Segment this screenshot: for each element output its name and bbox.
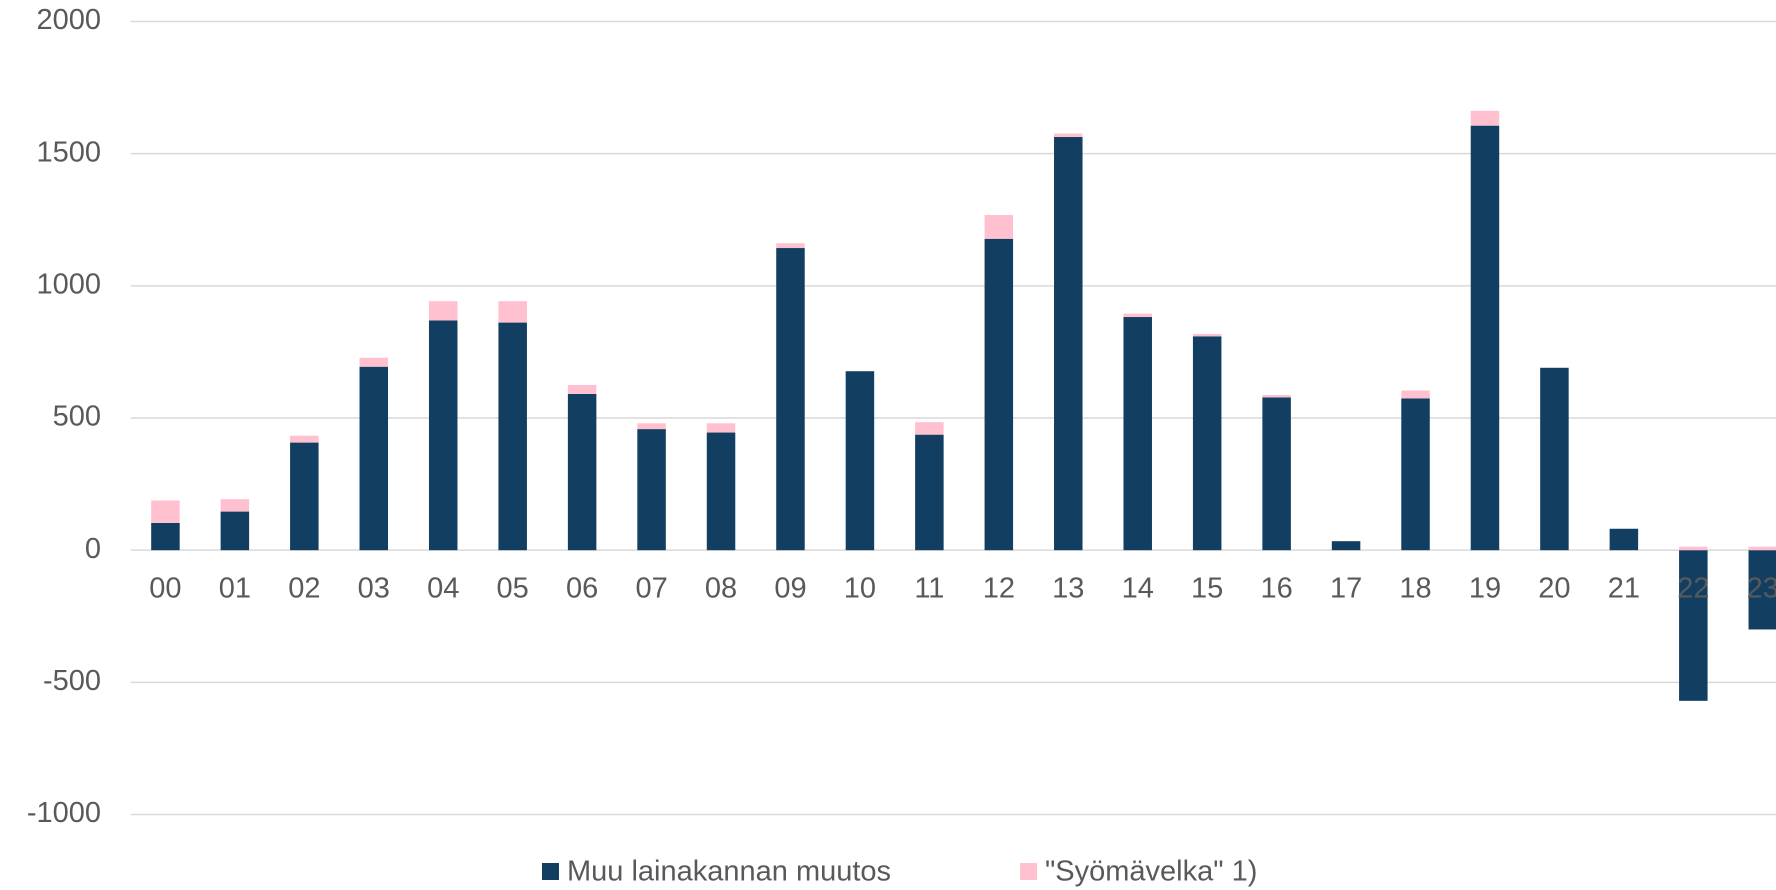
bar-segment — [984, 214, 1014, 239]
x-tick-label: 07 — [635, 573, 667, 605]
x-tick-label: 00 — [149, 573, 181, 605]
bar-segment — [1262, 395, 1291, 398]
y-tick-label: 2000 — [36, 4, 101, 36]
bar-segment — [637, 429, 666, 551]
bar-segment — [706, 423, 736, 433]
x-tick-label: 18 — [1399, 573, 1431, 605]
bar-segment — [1192, 333, 1222, 337]
bar-segment — [290, 442, 319, 551]
y-tick-label: 1500 — [36, 136, 101, 168]
bar-segment — [498, 301, 527, 323]
bar-segment — [1054, 137, 1083, 551]
y-tick-label: -1000 — [27, 797, 101, 829]
x-tick-label: 10 — [844, 573, 876, 605]
legend-swatch — [1020, 863, 1037, 880]
bar-segment — [428, 320, 458, 551]
bar-segment — [1470, 110, 1500, 126]
bar-segment — [428, 301, 458, 321]
bar-segment — [359, 366, 389, 551]
bar-segment — [220, 499, 250, 512]
y-tick-label: -500 — [43, 665, 101, 697]
x-tick-label: 22 — [1677, 573, 1709, 605]
bar-segment — [915, 434, 944, 551]
bar-segment — [567, 384, 597, 394]
x-tick-label: 02 — [288, 573, 320, 605]
bar-segment — [845, 371, 875, 551]
bar-segment — [498, 322, 527, 551]
x-tick-label: 19 — [1469, 573, 1501, 605]
x-tick-label: 09 — [774, 573, 806, 605]
x-tick-label: 11 — [914, 573, 944, 605]
bar-segment — [1540, 367, 1569, 551]
bar-segment — [1192, 336, 1222, 551]
bar-segment — [1679, 550, 1708, 701]
bar-segment — [151, 522, 180, 551]
bar-segment — [637, 423, 666, 430]
y-tick-label: 1000 — [36, 268, 101, 300]
x-tick-label: 13 — [1052, 573, 1084, 605]
legend-label: Muu lainakannan muutos — [567, 856, 891, 888]
x-tick-label: 08 — [705, 573, 737, 605]
bar-segment — [1262, 397, 1291, 551]
y-tick-label: 0 — [85, 533, 101, 565]
bar-segment — [1401, 398, 1430, 551]
bar-segment — [1748, 550, 1776, 630]
x-tick-label: 17 — [1330, 573, 1362, 605]
bar-segment — [1401, 390, 1430, 399]
bar-segment — [567, 393, 597, 551]
bar-segment — [1470, 125, 1500, 551]
x-tick-label: 03 — [358, 573, 390, 605]
bar-segment — [915, 422, 944, 435]
bar-segment — [290, 435, 319, 443]
bar-segment — [1054, 133, 1083, 138]
x-tick-label: 14 — [1122, 573, 1154, 605]
bar-segment — [984, 238, 1014, 551]
bar-segment — [1748, 546, 1776, 551]
x-tick-label: 04 — [427, 573, 459, 605]
bar-segment — [1331, 541, 1361, 551]
bar-segment — [706, 432, 736, 551]
x-tick-label: 15 — [1191, 573, 1223, 605]
bar-segment — [1679, 546, 1708, 551]
bar-segment — [776, 243, 805, 249]
bar-segment — [1609, 528, 1639, 551]
bar-segment — [1123, 317, 1152, 551]
bar-segment — [776, 248, 805, 551]
x-tick-label: 16 — [1260, 573, 1292, 605]
x-tick-label: 20 — [1538, 573, 1570, 605]
legend-swatch — [542, 863, 559, 880]
bar-segment — [151, 500, 180, 523]
bar-segment — [220, 511, 250, 551]
x-tick-label: 01 — [219, 573, 251, 605]
x-tick-label: 21 — [1608, 573, 1640, 605]
x-tick-label: 05 — [497, 573, 529, 605]
y-tick-label: 500 — [53, 401, 101, 433]
x-tick-label: 06 — [566, 573, 598, 605]
bar-segment — [1123, 313, 1152, 318]
x-tick-label: 23 — [1747, 573, 1776, 605]
bar-segment — [359, 357, 389, 367]
legend-label: "Syömävelka" 1) — [1045, 856, 1257, 888]
x-tick-label: 12 — [983, 573, 1015, 605]
